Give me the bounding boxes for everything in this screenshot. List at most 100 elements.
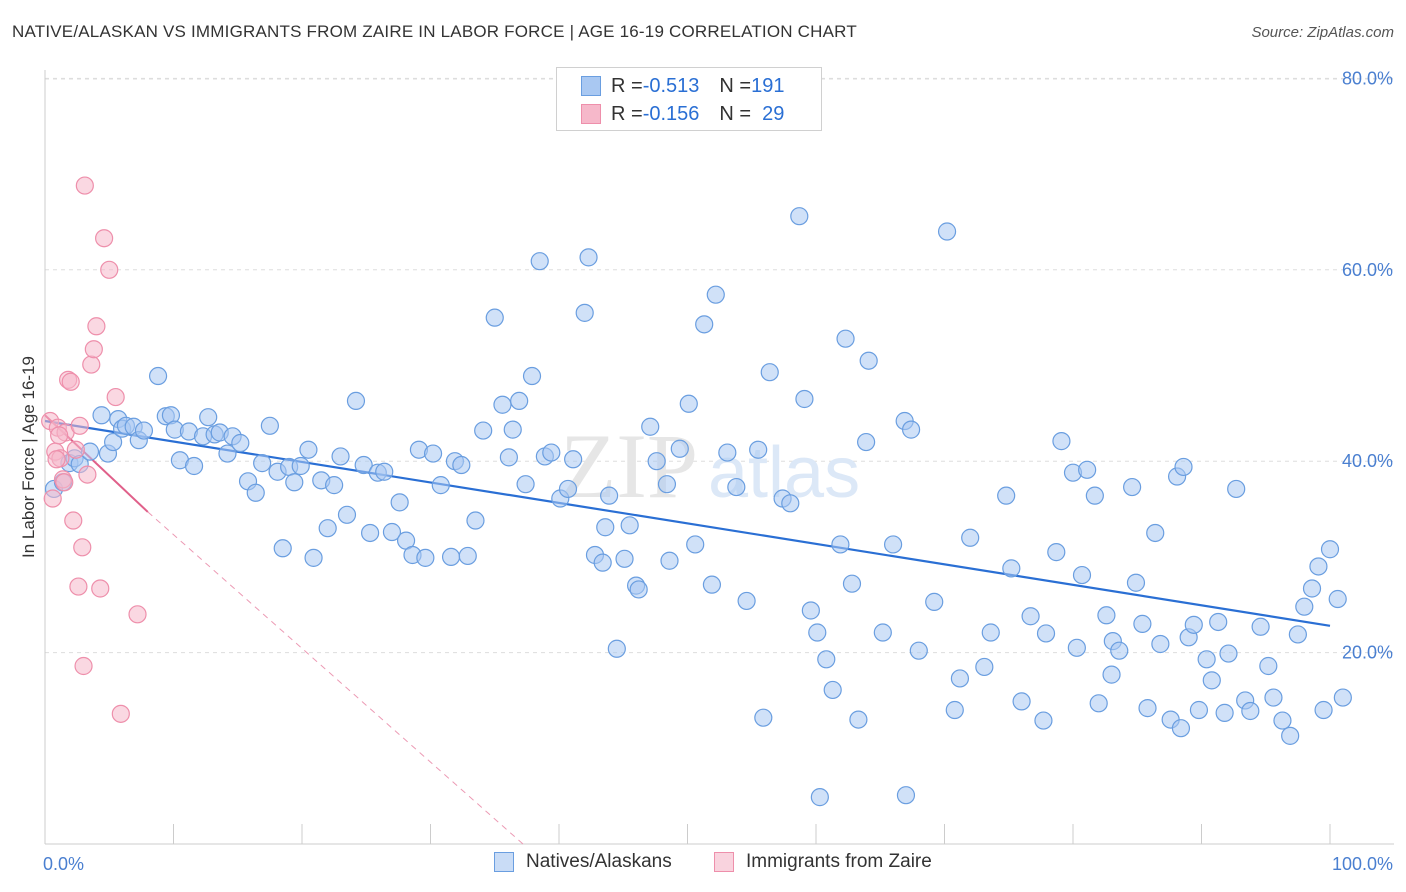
trend-lines-zaire: [44, 414, 524, 845]
data-point-natives: [441, 547, 461, 567]
data-point-natives: [1227, 479, 1246, 499]
data-point-natives: [831, 535, 850, 554]
data-point-natives: [686, 535, 705, 554]
data-point-natives: [1295, 597, 1314, 616]
data-point-zaire: [128, 605, 147, 624]
data-point-zaire: [64, 511, 83, 530]
data-point-natives: [670, 439, 689, 458]
data-point-natives: [901, 420, 921, 439]
data-point-natives: [1302, 579, 1322, 598]
x-tick-label: 100.0%: [1332, 854, 1393, 874]
data-point-natives: [706, 285, 725, 304]
data-point-natives: [896, 786, 916, 805]
data-point-natives: [695, 315, 714, 334]
points-zaire: [41, 176, 147, 723]
points-natives: [44, 207, 1352, 807]
data-point-natives: [499, 448, 518, 467]
data-point-natives: [925, 592, 944, 611]
data-point-natives: [593, 553, 612, 572]
data-point-natives: [781, 494, 800, 513]
data-point-natives: [1072, 565, 1092, 585]
data-point-natives: [981, 623, 1000, 642]
data-point-natives: [423, 444, 443, 463]
data-point-natives: [416, 548, 435, 567]
data-point-natives: [1133, 614, 1152, 633]
legend-n-label: N =: [719, 74, 752, 97]
data-point-natives: [1097, 606, 1116, 625]
data-point-natives: [836, 329, 855, 348]
data-point-zaire: [82, 355, 101, 374]
data-point-natives: [1209, 612, 1228, 632]
data-point-natives: [760, 363, 779, 382]
data-point-zaire: [70, 416, 89, 435]
grid-lines: [45, 77, 1394, 654]
data-point-natives: [596, 518, 615, 537]
data-point-natives: [199, 408, 218, 427]
data-point-natives: [1067, 638, 1086, 657]
data-point-natives: [466, 511, 485, 530]
data-point-natives: [679, 394, 698, 413]
data-point-natives: [579, 248, 598, 267]
data-point-natives: [493, 395, 512, 414]
data-point-natives: [1174, 457, 1193, 477]
data-point-natives: [600, 486, 619, 505]
data-point-natives: [1333, 688, 1352, 707]
data-point-natives: [273, 539, 292, 558]
data-point-natives: [1089, 694, 1108, 713]
legend-r-label: R =: [611, 74, 643, 97]
data-point-natives: [620, 516, 639, 535]
data-point-natives: [1078, 460, 1097, 479]
data-point-natives: [1171, 719, 1191, 738]
chart-source: Source: ZipAtlas.com: [1251, 24, 1394, 41]
data-point-natives: [375, 462, 394, 481]
data-point-natives: [337, 505, 357, 524]
data-point-natives: [516, 475, 535, 494]
data-point-natives: [361, 523, 380, 543]
data-point-natives: [615, 549, 634, 568]
data-point-natives: [1184, 615, 1203, 634]
series-swatch-natives: [494, 852, 514, 872]
data-point-natives: [1215, 703, 1234, 722]
data-point-natives: [564, 450, 583, 469]
data-point-natives: [291, 456, 310, 476]
data-point-zaire: [84, 340, 103, 359]
data-point-natives: [92, 406, 111, 425]
data-point-natives: [1146, 523, 1165, 543]
data-point-natives: [134, 421, 154, 440]
data-point-natives: [1251, 617, 1270, 636]
legend-row-natives: R = -0.513 N = 191: [581, 73, 784, 99]
data-point-natives: [331, 447, 350, 466]
data-point-natives: [1273, 711, 1292, 730]
axes: [44, 70, 1394, 845]
data-point-zaire: [55, 473, 74, 492]
legend-n-label: N =: [719, 102, 752, 125]
data-point-natives: [842, 574, 862, 593]
data-point-zaire: [75, 176, 94, 195]
data-point-zaire: [66, 440, 85, 459]
data-point-natives: [530, 252, 549, 271]
data-point-natives: [859, 351, 878, 370]
data-point-natives: [795, 389, 814, 409]
chart-title: NATIVE/ALASKAN VS IMMIGRANTS FROM ZAIRE …: [12, 22, 857, 41]
y-tick-labels: 20.0% 40.0% 60.0% 80.0%: [1342, 68, 1393, 662]
watermark-zip: ZIP: [560, 415, 698, 517]
data-point-natives: [857, 432, 876, 452]
data-point-zaire: [87, 317, 106, 336]
data-point-natives: [997, 486, 1016, 505]
data-point-natives: [801, 601, 820, 620]
x-tick-labels: 0.0% 100.0%: [43, 854, 1393, 874]
data-point-natives: [754, 708, 773, 727]
data-point-natives: [253, 454, 272, 473]
legend-r-value: -0.513: [642, 74, 700, 97]
data-point-natives: [945, 700, 964, 720]
data-point-zaire: [100, 260, 119, 279]
data-point-natives: [1288, 625, 1307, 644]
data-point-natives: [1102, 665, 1121, 684]
data-point-natives: [1197, 650, 1216, 669]
data-point-natives: [727, 477, 746, 497]
data-point-natives: [542, 443, 561, 462]
data-point-natives: [849, 710, 868, 729]
data-point-natives: [285, 473, 304, 492]
data-point-zaire: [50, 426, 69, 445]
data-point-zaire: [95, 229, 114, 248]
